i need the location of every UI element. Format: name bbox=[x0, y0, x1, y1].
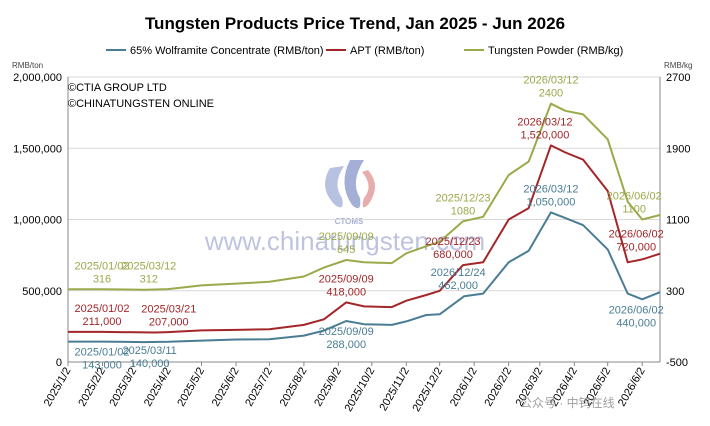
data-label: 2026/03/12 bbox=[523, 183, 578, 195]
data-label: 2025/09/09 bbox=[319, 273, 374, 285]
x-tick-label: 2025/7/2 bbox=[243, 366, 275, 409]
y-left-tick-label: 1,000,000 bbox=[13, 215, 62, 227]
data-label: 680,000 bbox=[433, 249, 473, 261]
copyright-line-1: ©CTIA GROUP LTD bbox=[68, 82, 167, 94]
y-left-tick-label: 500,000 bbox=[22, 286, 62, 298]
data-label: 312 bbox=[140, 274, 158, 286]
x-tick-label: 2025/1/2 bbox=[42, 366, 74, 409]
y-left-tick-label: 0 bbox=[56, 357, 62, 369]
data-label: 2025/03/21 bbox=[141, 304, 196, 316]
data-label: 140,000 bbox=[130, 358, 170, 370]
y-left-tick-label: 1,500,000 bbox=[13, 143, 62, 155]
data-label: 2026/06/02 bbox=[607, 191, 662, 203]
x-tick-label: 2026/2/2 bbox=[482, 365, 514, 408]
data-label: 440,000 bbox=[616, 317, 656, 329]
wolframite-series-line bbox=[68, 211, 661, 344]
data-label: 2026/03/12 bbox=[517, 116, 572, 128]
x-tick-label: 2025/8/2 bbox=[278, 366, 310, 409]
data-label: 2025/01/02 bbox=[74, 260, 129, 272]
x-tick-label: 2025/4/2 bbox=[142, 366, 174, 409]
data-label: 2400 bbox=[539, 88, 563, 100]
left-axis-unit: RMB/ton bbox=[12, 61, 43, 70]
data-label: 1,050,000 bbox=[526, 196, 575, 208]
data-label: 2025/03/12 bbox=[121, 261, 176, 273]
y-right-tick-label: 300 bbox=[666, 286, 684, 298]
data-label: 1,520,000 bbox=[520, 129, 569, 141]
apt-series-line bbox=[68, 144, 661, 334]
data-label: 2025/12/23 bbox=[436, 192, 491, 204]
watermark-url: www.chinatungsten.com bbox=[204, 226, 485, 256]
y-right-tick-label: 1100 bbox=[666, 215, 690, 227]
y-right-tick-label: -500 bbox=[666, 357, 688, 369]
footer-watermark: 公众号 · 中钨在线 bbox=[520, 395, 615, 410]
data-label: 2026/06/02 bbox=[609, 304, 664, 316]
series-layer bbox=[68, 102, 661, 344]
x-tick-label: 2025/12/2 bbox=[410, 366, 445, 414]
x-tick-label: 2026/6/2 bbox=[616, 366, 648, 409]
legend-label-powder: Tungsten Powder (RMB/kg) bbox=[488, 45, 623, 57]
x-tick-label: 2025/6/2 bbox=[210, 366, 242, 409]
data-label: 211,000 bbox=[83, 316, 122, 328]
x-tick-label: 2025/10/2 bbox=[343, 366, 378, 414]
legend-label-apt: APT (RMB/ton) bbox=[350, 45, 424, 57]
data-label: 462,000 bbox=[438, 280, 478, 292]
data-label: 645 bbox=[337, 244, 355, 256]
data-label: 418,000 bbox=[326, 286, 366, 298]
data-label: 720,000 bbox=[616, 241, 656, 253]
data-label: 207,000 bbox=[149, 317, 189, 329]
x-tick-label: 2025/5/2 bbox=[175, 366, 207, 409]
y-left-tick-label: 2,000,000 bbox=[13, 72, 62, 84]
legend-label-wolframite: 65% Wolframite Concentrate (RMB/ton) bbox=[130, 45, 324, 57]
data-label: 316 bbox=[93, 273, 111, 285]
data-label: 143,000 bbox=[82, 360, 122, 372]
x-tick-label: 2025/11/2 bbox=[377, 366, 411, 414]
x-tick-label: 2025/9/2 bbox=[312, 366, 344, 409]
right-axis-unit: RMB/kg bbox=[664, 61, 692, 70]
x-tick-label: 2026/1/2 bbox=[448, 366, 480, 409]
data-label: 2025/09/09 bbox=[319, 231, 374, 243]
data-label: 2025/12/23 bbox=[426, 236, 481, 248]
data-label: 2026/06/02 bbox=[609, 228, 664, 240]
x-tick-label: 2025/3/2 bbox=[107, 366, 139, 409]
data-label: 2025/01/02 bbox=[74, 347, 129, 359]
data-label: 1100 bbox=[622, 204, 646, 216]
legend: 65% Wolframite Concentrate (RMB/ton) APT… bbox=[106, 45, 623, 57]
data-label: 2025/01/02 bbox=[74, 303, 129, 315]
x-tick-label: 2025/2/2 bbox=[76, 366, 108, 409]
powder-series-line bbox=[68, 102, 661, 291]
chart-title: Tungsten Products Price Trend, Jan 2025 … bbox=[145, 14, 565, 33]
copyright-line-2: ©CHINATUNGSTEN ONLINE bbox=[68, 98, 214, 110]
data-labels: 2025/01/02143,0002025/03/11140,0002025/0… bbox=[74, 75, 663, 372]
data-label: 2026/12/24 bbox=[431, 267, 486, 279]
ctoms-logo: CTOMS bbox=[325, 160, 375, 226]
data-label: 1080 bbox=[451, 205, 475, 217]
y-right-tick-label: 1900 bbox=[666, 143, 690, 155]
y-right-tick-label: 2700 bbox=[666, 72, 690, 84]
ctoms-logo-text: CTOMS bbox=[335, 217, 364, 226]
data-label: 2025/03/11 bbox=[123, 345, 177, 357]
data-label: 2026/03/12 bbox=[523, 75, 578, 87]
data-label: 2025/09/09 bbox=[319, 326, 374, 338]
data-label: 288,000 bbox=[326, 339, 366, 351]
